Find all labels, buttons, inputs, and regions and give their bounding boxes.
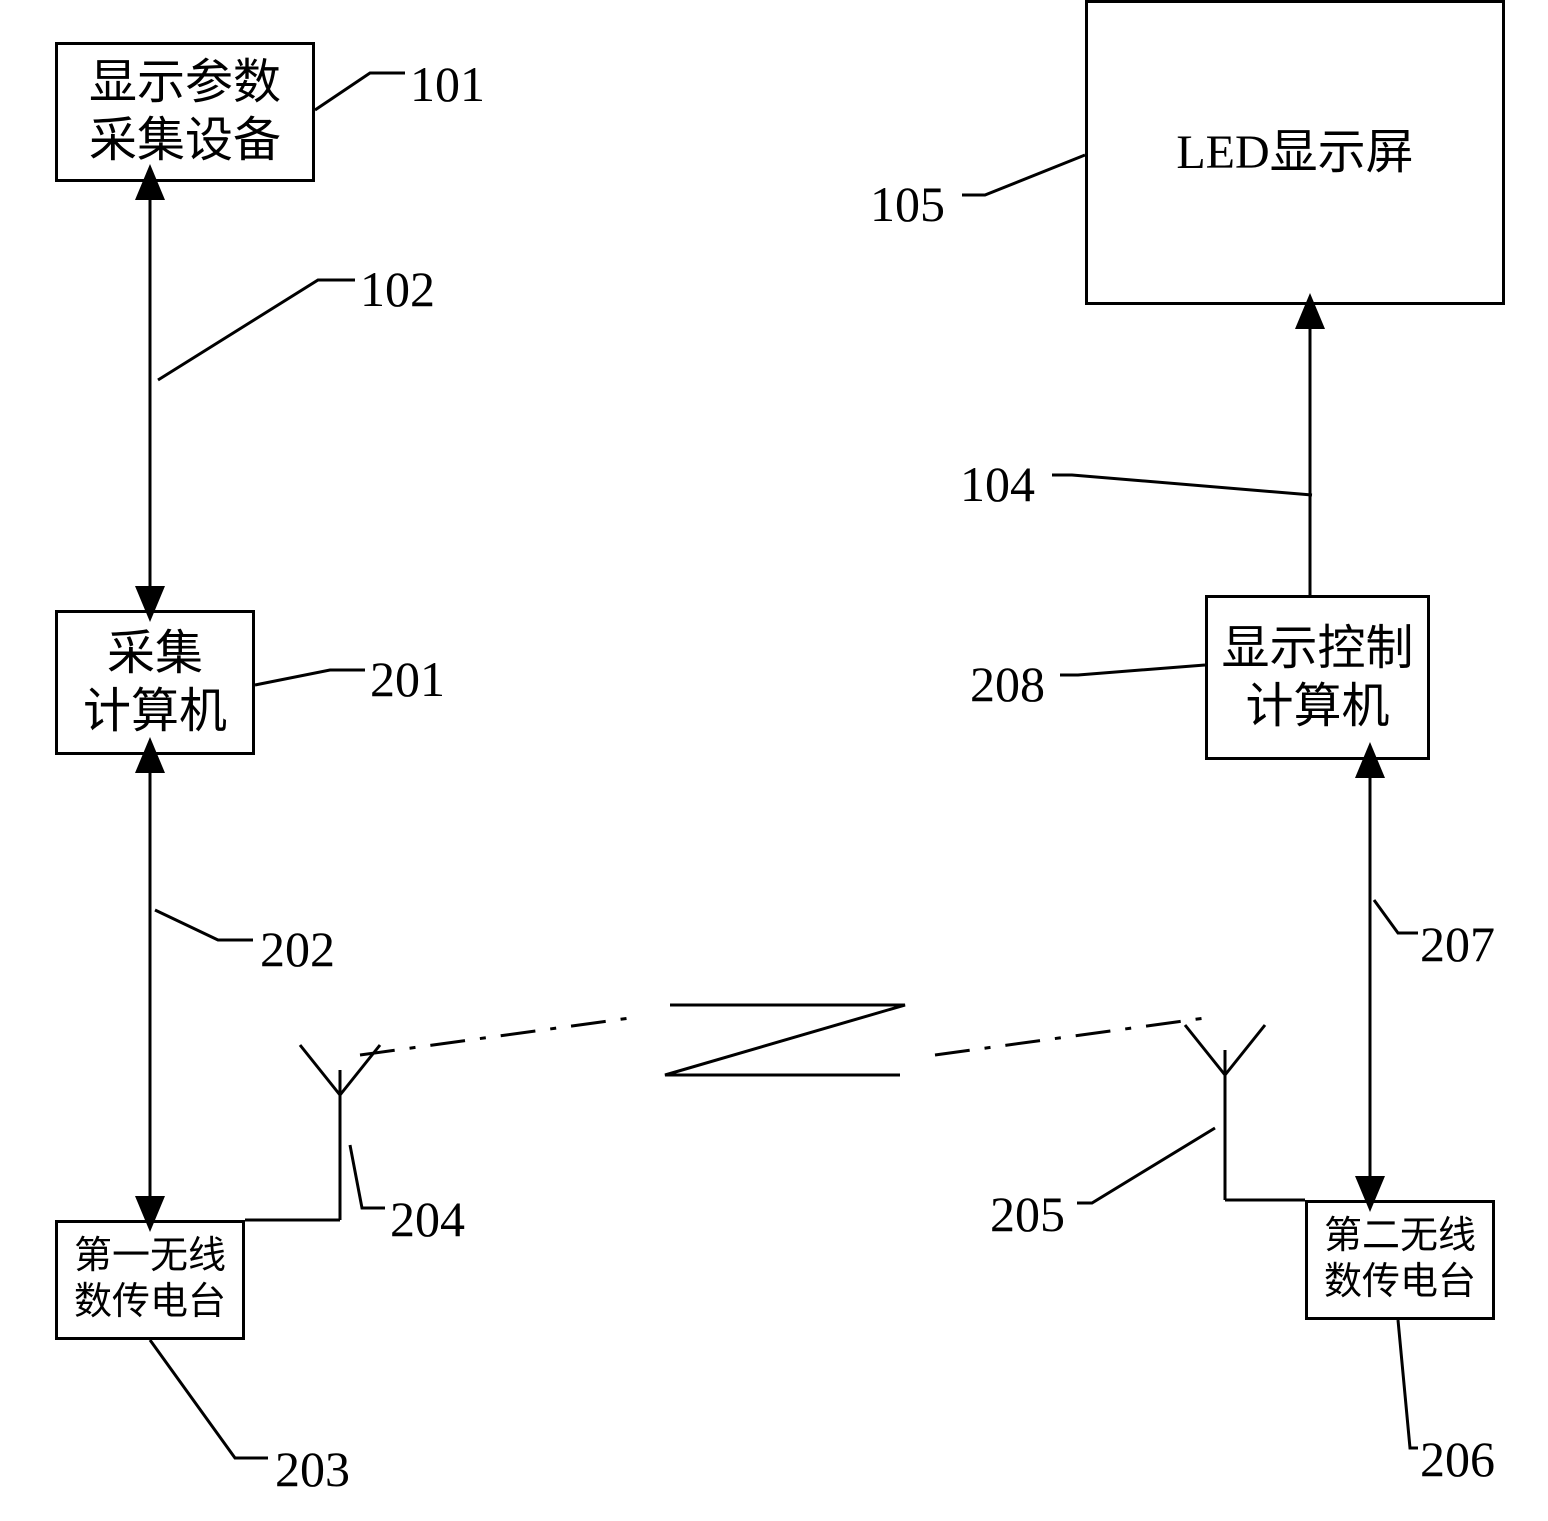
leader-202 bbox=[155, 910, 253, 940]
label-207: 207 bbox=[1420, 915, 1495, 973]
leader-207 bbox=[1374, 900, 1418, 933]
box-collect-pc: 采集计算机 bbox=[55, 610, 255, 755]
leader-205 bbox=[1077, 1128, 1215, 1203]
leader-206 bbox=[1398, 1320, 1418, 1448]
wireless-dash-right bbox=[935, 1018, 1205, 1055]
label-201: 201 bbox=[370, 650, 445, 708]
leader-104 bbox=[1052, 475, 1312, 495]
label-208: 208 bbox=[970, 655, 1045, 713]
antenna-1-icon bbox=[245, 1045, 380, 1220]
box-radio2-label: 第二无线数传电台 bbox=[1324, 1214, 1476, 1305]
label-202: 202 bbox=[260, 920, 335, 978]
label-204: 204 bbox=[390, 1190, 465, 1248]
leader-201 bbox=[255, 670, 365, 685]
wireless-dash-left bbox=[360, 1018, 630, 1055]
antenna-2-icon bbox=[1185, 1025, 1305, 1200]
label-102: 102 bbox=[360, 260, 435, 318]
box-collect-pc-label: 采集计算机 bbox=[83, 625, 227, 740]
leader-105 bbox=[962, 155, 1085, 195]
leader-208 bbox=[1060, 665, 1205, 675]
label-205: 205 bbox=[990, 1185, 1065, 1243]
box-collect-device: 显示参数采集设备 bbox=[55, 42, 315, 182]
label-101: 101 bbox=[410, 55, 485, 113]
label-104: 104 bbox=[960, 455, 1035, 513]
box-radio2: 第二无线数传电台 bbox=[1305, 1200, 1495, 1320]
box-radio1-label: 第一无线数传电台 bbox=[74, 1234, 226, 1325]
box-led-display-label: LED显示屏 bbox=[1176, 124, 1413, 182]
leader-203 bbox=[150, 1340, 268, 1458]
box-display-pc-label: 显示控制计算机 bbox=[1221, 620, 1413, 735]
box-radio1: 第一无线数传电台 bbox=[55, 1220, 245, 1340]
leader-101 bbox=[315, 73, 405, 110]
leader-102 bbox=[158, 280, 355, 380]
leader-204 bbox=[350, 1145, 385, 1208]
box-led-display: LED显示屏 bbox=[1085, 0, 1505, 305]
box-collect-device-label: 显示参数采集设备 bbox=[89, 54, 281, 169]
box-display-pc: 显示控制计算机 bbox=[1205, 595, 1430, 760]
label-203: 203 bbox=[275, 1440, 350, 1498]
label-206: 206 bbox=[1420, 1430, 1495, 1488]
wireless-z-icon bbox=[665, 1005, 905, 1075]
label-105: 105 bbox=[870, 175, 945, 233]
